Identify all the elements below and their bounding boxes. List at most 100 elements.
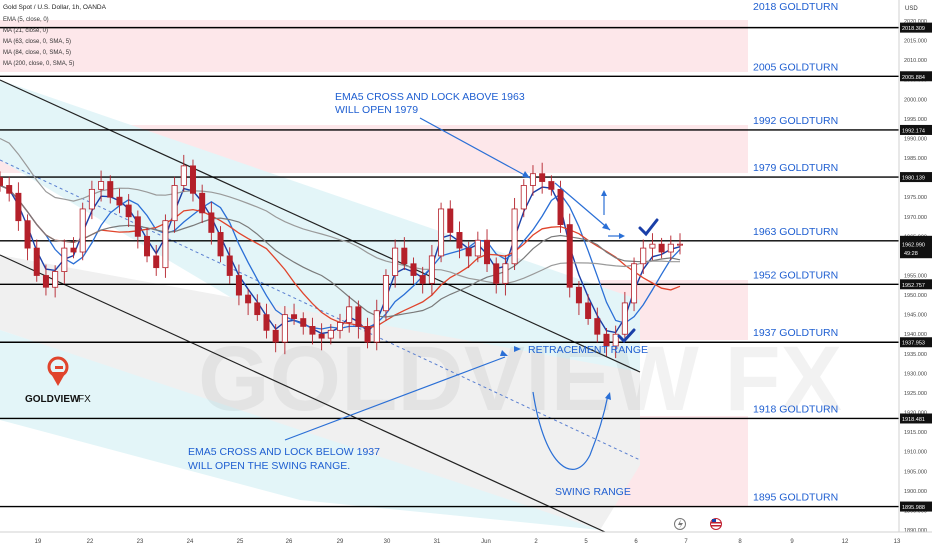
y-tick-label: 1915.000: [904, 430, 927, 436]
candle: [346, 295, 353, 333]
us-flag-stripe-icon: [711, 522, 721, 524]
goldview-logo: GOLDVIEW FX: [25, 356, 91, 405]
candle-body: [171, 185, 178, 222]
candle: [594, 307, 601, 343]
us-flag-canton-icon: [712, 519, 716, 522]
annotation-diag-arrow-tip: [602, 223, 610, 230]
candle: [291, 303, 298, 325]
candle: [245, 288, 252, 316]
candle: [171, 176, 178, 233]
level-name-label: 1918 GOLDTURN: [753, 403, 838, 415]
candle: [70, 237, 77, 259]
chart-header: Gold Spot / U.S. Dollar, 1h, OANDA EMA (…: [3, 4, 107, 67]
candle: [502, 255, 509, 296]
candle: [281, 306, 288, 355]
candle-body: [603, 333, 610, 347]
x-tick-label: 26: [286, 539, 293, 545]
x-tick-label: 6: [634, 539, 638, 545]
candle: [474, 231, 481, 263]
candle: [529, 165, 536, 196]
x-tick-label: 19: [35, 539, 42, 545]
y-tick-label: 1935.000: [904, 352, 927, 358]
x-tick-label: 8: [738, 539, 742, 545]
candle-body: [677, 243, 684, 246]
price-axis-unit: USD: [905, 6, 918, 12]
candle-body: [327, 329, 334, 339]
level-tag-label: 2018.309: [902, 26, 925, 32]
candle-body: [6, 185, 13, 194]
level-name-label: 1979 GOLDTURN: [753, 162, 838, 174]
candle-body: [52, 271, 59, 288]
candle: [511, 197, 518, 271]
candle-body: [189, 165, 196, 194]
indicator-ma63[interactable]: MA (63, close, 0, SMA, 5): [3, 39, 71, 45]
level-tag-label: 1952.757: [902, 283, 925, 289]
x-tick-label: 30: [384, 539, 391, 545]
candle: [61, 239, 68, 284]
candle: [42, 264, 49, 296]
candle: [125, 194, 132, 227]
candle: [640, 239, 647, 274]
candle-body: [300, 318, 307, 327]
candle: [79, 202, 86, 261]
candle-body: [245, 294, 252, 304]
current-price-tag-bg: [900, 239, 932, 259]
y-tick-label: 1945.000: [904, 313, 927, 319]
indicator-ma21[interactable]: MA (21, close, 0): [3, 28, 48, 34]
annotation-retracement-arrow-tip: [514, 346, 521, 352]
candle: [217, 226, 224, 263]
level-tag-bg: [900, 22, 932, 33]
level-tag-bg: [900, 501, 932, 512]
watermark-text: GOLDVIEW FX: [198, 328, 842, 430]
indicator-ma200[interactable]: MA (200, close, 0, SMA, 5): [3, 61, 74, 67]
candle: [153, 244, 160, 276]
candle: [428, 244, 435, 296]
level-name-label: 1952 GOLDTURN: [753, 269, 838, 281]
y-tick-label: 1905.000: [904, 469, 927, 475]
candle: [134, 210, 141, 249]
candle: [520, 179, 527, 218]
y-tick-label: 1910.000: [904, 450, 927, 456]
level-name-label: 1895 GOLDTURN: [753, 492, 838, 504]
candle: [33, 239, 40, 282]
candle-body: [88, 188, 95, 210]
x-tick-label: 31: [434, 539, 441, 545]
candle-body: [392, 247, 399, 276]
candle: [98, 170, 105, 202]
level-tag-bg: [900, 71, 932, 82]
candle: [392, 239, 399, 288]
candle: [401, 237, 408, 271]
level-tag-label: 1980.139: [902, 176, 925, 182]
candle-body: [15, 192, 22, 222]
candle-body: [474, 239, 481, 257]
x-tick-label: Jun: [481, 539, 491, 545]
candle-body: [585, 302, 592, 319]
candle-body: [612, 333, 619, 347]
level-tag-label: 1937.953: [902, 341, 925, 347]
candle: [419, 266, 426, 294]
candle-body: [180, 165, 187, 186]
candle: [327, 324, 334, 345]
y-tick-label: 1890.000: [904, 528, 927, 534]
channel-cyan-upper: [0, 80, 640, 410]
candle-body: [107, 181, 114, 198]
candle: [493, 257, 500, 294]
channel-mid-line: [0, 159, 641, 461]
candle: [548, 175, 555, 196]
annotation-ema-down-line1: EMA5 CROSS AND LOCK BELOW 1937: [188, 446, 380, 458]
annotation-retracement: RETRACEMENT RANGE: [528, 344, 648, 356]
checkmark-lower-icon: [617, 328, 636, 344]
checkmark-upper-icon: [638, 218, 659, 237]
indicator-ma84[interactable]: MA (84, close, 0, SMA, 5): [3, 50, 71, 56]
candle-body: [263, 314, 270, 331]
candle: [15, 182, 22, 231]
level-price-tags: 2018.3092005.8841992.1741980.1391963.856…: [900, 22, 932, 512]
candle: [539, 162, 546, 194]
candle: [107, 175, 114, 204]
ma200-line: [0, 137, 680, 285]
candle-body: [309, 325, 316, 335]
candle: [300, 312, 307, 335]
indicator-ema5[interactable]: EMA (5, close, 0): [3, 17, 49, 23]
annotation-swing-curve-tip: [605, 392, 611, 400]
